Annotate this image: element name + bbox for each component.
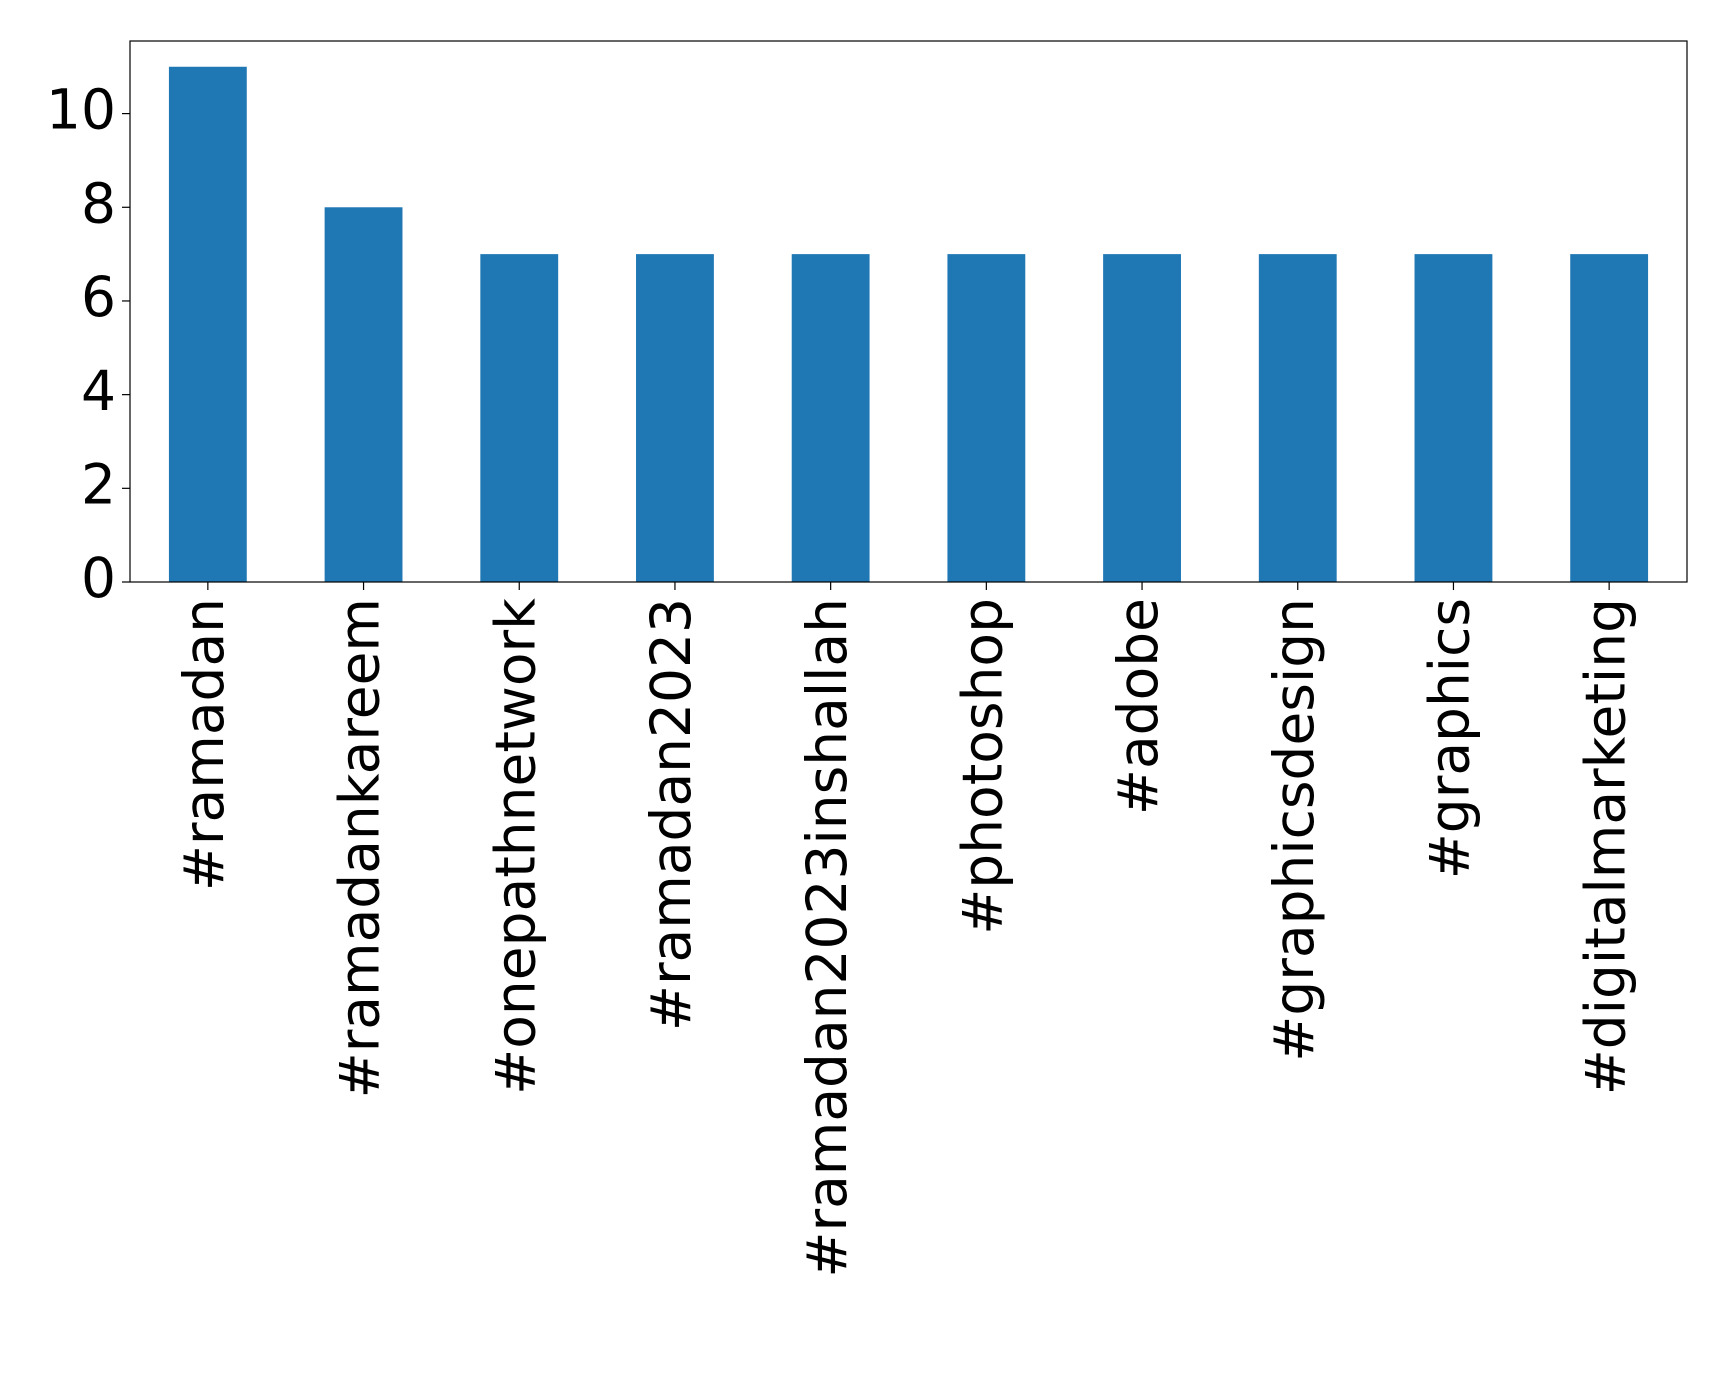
bar — [1570, 254, 1649, 582]
x-tick-label: #ramadan — [172, 598, 236, 891]
bar — [1103, 254, 1181, 582]
x-tick-label: #photoshop — [950, 598, 1014, 935]
x-tick-label: #graphicsdesign — [1262, 598, 1326, 1062]
y-tick-label: 6 — [81, 265, 116, 329]
bar — [947, 254, 1026, 582]
x-tick-label: #ramadan2023inshallah — [795, 598, 859, 1278]
y-tick-label: 8 — [81, 171, 116, 235]
bar — [1258, 254, 1337, 582]
y-tick-label: 2 — [81, 452, 116, 516]
bar — [168, 66, 247, 582]
x-tick-label: #ramadankareem — [328, 598, 392, 1098]
x-tick-label: #ramadan2023 — [639, 598, 703, 1031]
bar — [636, 254, 714, 582]
x-tick-label: #digitalmarketing — [1573, 598, 1637, 1095]
bar — [324, 207, 403, 583]
x-tick-label: #graphics — [1418, 598, 1482, 879]
bar — [480, 254, 559, 582]
plot-frame — [129, 40, 1688, 583]
y-tick-label: 10 — [46, 78, 116, 142]
x-tick-label: #adobe — [1106, 598, 1170, 815]
y-tick-label: 0 — [81, 546, 116, 610]
bar — [1414, 254, 1493, 582]
y-tick-label: 4 — [81, 359, 116, 423]
x-tick-label: #onepathnetwork — [483, 598, 547, 1095]
bar — [791, 254, 870, 582]
